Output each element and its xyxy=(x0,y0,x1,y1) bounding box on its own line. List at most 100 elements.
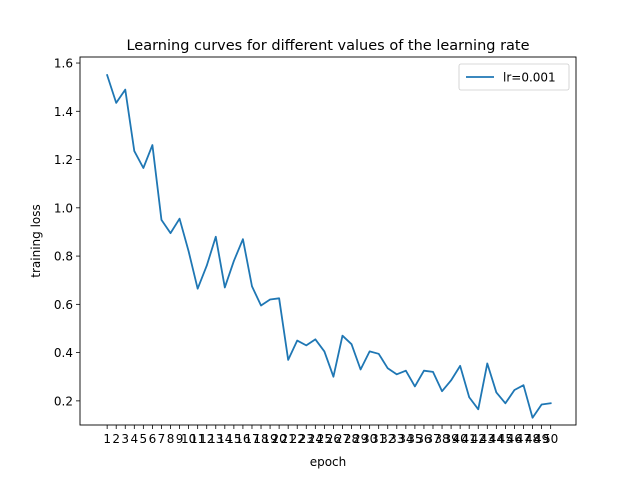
x-tick-label: 16 xyxy=(235,432,250,446)
x-tick-label: 1 xyxy=(103,432,111,446)
data-point xyxy=(486,362,488,364)
x-tick-label: 5 xyxy=(140,432,148,446)
x-tick-label: 22 xyxy=(290,432,305,446)
y-tick-label: 1.6 xyxy=(54,57,73,71)
data-point xyxy=(278,297,280,299)
data-point xyxy=(350,343,352,345)
x-tick-label: 28 xyxy=(344,432,359,446)
data-point xyxy=(531,417,533,419)
data-point xyxy=(206,265,208,267)
x-tick-label: 32 xyxy=(380,432,395,446)
x-tick-label: 4 xyxy=(130,432,138,446)
x-tick-label: 43 xyxy=(480,432,495,446)
x-tick-label: 2 xyxy=(112,432,120,446)
x-tick-label: 50 xyxy=(543,432,558,446)
data-point xyxy=(540,403,542,405)
x-tick-label: 44 xyxy=(489,432,504,446)
legend-label: lr=0.001 xyxy=(503,71,556,85)
data-point xyxy=(160,219,162,221)
data-point xyxy=(368,350,370,352)
x-tick-label: 11 xyxy=(190,432,205,446)
y-axis-label: training loss xyxy=(29,204,43,277)
x-tick-label: 9 xyxy=(176,432,184,446)
x-tick-label: 8 xyxy=(167,432,175,446)
data-point xyxy=(468,396,470,398)
x-tick-label: 31 xyxy=(371,432,386,446)
x-tick-label: 7 xyxy=(158,432,166,446)
data-point xyxy=(187,250,189,252)
legend: lr=0.001 xyxy=(458,63,570,91)
y-tick-label: 1.2 xyxy=(54,153,73,167)
x-tick-label: 25 xyxy=(317,432,332,446)
data-point xyxy=(314,338,316,340)
x-tick-label: 14 xyxy=(217,432,232,446)
data-point xyxy=(459,365,461,367)
x-tick-label: 45 xyxy=(498,432,513,446)
data-point xyxy=(287,359,289,361)
y-axis-ticks: 0.2 0.4 0.6 0.8 1.0 1.2 1.4 1.6 xyxy=(54,57,80,408)
data-point xyxy=(405,370,407,372)
data-point xyxy=(224,286,226,288)
y-tick-label: 0.8 xyxy=(54,250,73,264)
data-point xyxy=(414,385,416,387)
x-tick-label: 39 xyxy=(443,432,458,446)
x-tick-label: 26 xyxy=(326,432,341,446)
x-axis-label: epoch xyxy=(310,455,347,469)
x-tick-label: 49 xyxy=(534,432,549,446)
x-tick-label: 29 xyxy=(353,432,368,446)
y-tick-label: 0.4 xyxy=(54,346,73,360)
x-tick-label: 10 xyxy=(181,432,196,446)
data-point xyxy=(377,353,379,355)
x-tick-label: 30 xyxy=(362,432,377,446)
x-tick-label: 37 xyxy=(425,432,440,446)
x-tick-label: 21 xyxy=(281,432,296,446)
chart-title: Learning curves for different values of … xyxy=(126,38,529,54)
data-point xyxy=(432,371,434,373)
data-point xyxy=(549,402,551,404)
series-line-lr-0.001 xyxy=(106,73,552,419)
data-point xyxy=(504,402,506,404)
x-tick-label: 12 xyxy=(199,432,214,446)
x-tick-label: 46 xyxy=(507,432,522,446)
x-tick-label: 23 xyxy=(299,432,314,446)
data-point xyxy=(305,344,307,346)
data-point xyxy=(441,390,443,392)
data-point xyxy=(522,384,524,386)
data-point xyxy=(387,367,389,369)
data-point xyxy=(169,232,171,234)
data-point xyxy=(215,236,217,238)
y-tick-label: 0.2 xyxy=(54,394,73,408)
data-point xyxy=(242,238,244,240)
data-point xyxy=(133,150,135,152)
y-tick-label: 0.6 xyxy=(54,298,73,312)
x-tick-label: 36 xyxy=(416,432,431,446)
data-point xyxy=(151,144,153,146)
x-tick-label: 40 xyxy=(453,432,468,446)
data-point xyxy=(106,74,108,76)
data-point xyxy=(513,389,515,391)
data-point xyxy=(142,167,144,169)
plot-area xyxy=(80,57,576,425)
x-tick-label: 48 xyxy=(525,432,540,446)
x-tick-label: 24 xyxy=(308,432,323,446)
legend-box xyxy=(458,63,570,91)
x-tick-label: 38 xyxy=(434,432,449,446)
data-point xyxy=(332,376,334,378)
x-tick-label: 47 xyxy=(516,432,531,446)
x-tick-label: 6 xyxy=(149,432,157,446)
x-tick-label: 41 xyxy=(462,432,477,446)
plot-frame xyxy=(79,56,577,426)
x-tick-label: 13 xyxy=(208,432,223,446)
data-point xyxy=(323,350,325,352)
data-point xyxy=(359,368,361,370)
data-point xyxy=(251,285,253,287)
data-point xyxy=(178,217,180,219)
x-tick-label: 27 xyxy=(335,432,350,446)
x-tick-label: 35 xyxy=(407,432,422,446)
data-point xyxy=(233,260,235,262)
data-point xyxy=(495,391,497,393)
data-point xyxy=(115,102,117,104)
x-tick-label: 33 xyxy=(389,432,404,446)
data-point xyxy=(341,335,343,337)
